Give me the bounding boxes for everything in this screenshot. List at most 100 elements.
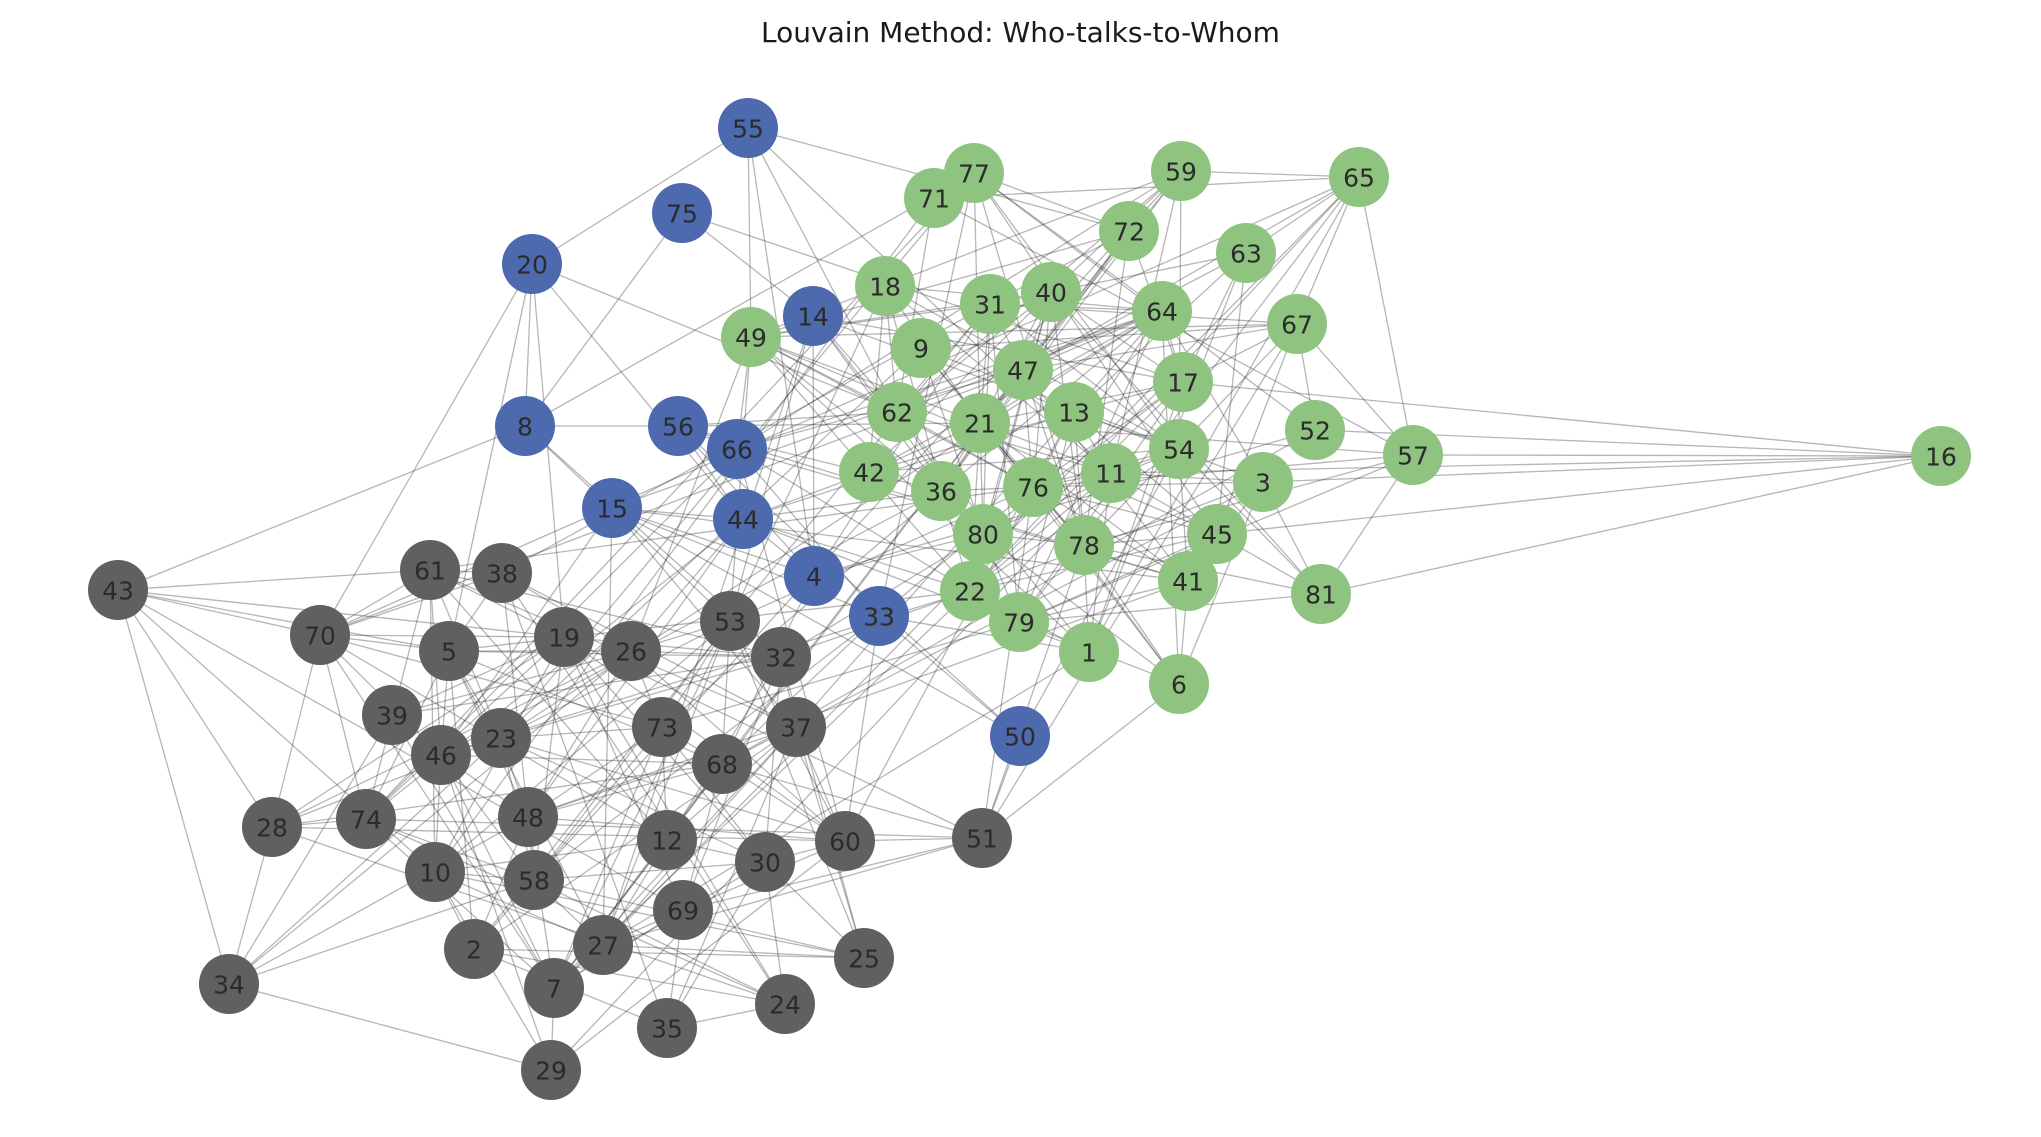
node-circle <box>1149 654 1209 714</box>
node-label: 53 <box>714 608 746 637</box>
node-circle <box>1911 426 1971 486</box>
edge <box>747 127 815 577</box>
node-label: 75 <box>666 200 698 229</box>
edge <box>500 737 846 842</box>
node-circle <box>652 183 712 243</box>
node-circle <box>504 850 564 910</box>
node-28: 28 <box>242 797 302 857</box>
node-40: 40 <box>1021 262 1081 322</box>
node-4: 4 <box>784 546 844 606</box>
node-circle <box>1151 141 1211 201</box>
node-12: 12 <box>637 810 697 870</box>
node-label: 73 <box>646 714 678 743</box>
edge <box>524 172 975 427</box>
node-label: 64 <box>1146 298 1178 327</box>
node-17: 17 <box>1153 352 1213 412</box>
node-43: 43 <box>88 560 148 620</box>
edge <box>550 840 846 1071</box>
edge <box>969 472 1112 592</box>
node-3: 3 <box>1233 452 1293 512</box>
node-80: 80 <box>953 504 1013 564</box>
node-circle <box>839 442 899 502</box>
edge <box>979 310 1163 424</box>
node-label: 3 <box>1255 469 1271 498</box>
node-circle <box>721 307 781 367</box>
edge <box>812 315 815 577</box>
node-circle <box>783 286 843 346</box>
edge <box>666 726 797 1029</box>
node-label: 48 <box>512 804 544 833</box>
edge <box>501 572 529 818</box>
node-label: 65 <box>1343 164 1375 193</box>
node-label: 17 <box>1167 369 1199 398</box>
edge <box>969 381 1184 592</box>
edge <box>1088 176 1360 653</box>
node-label: 24 <box>769 991 801 1020</box>
edge <box>920 323 1298 349</box>
edge <box>1216 252 1247 535</box>
edge <box>550 472 1112 1071</box>
node-circle <box>524 958 584 1018</box>
edge <box>742 490 942 520</box>
node-73: 73 <box>632 697 692 757</box>
node-label: 7 <box>546 975 562 1004</box>
edge <box>473 948 786 1005</box>
node-circle <box>891 318 951 378</box>
node-label: 14 <box>797 303 829 332</box>
edge <box>448 650 475 950</box>
edge <box>602 944 865 959</box>
edge <box>721 615 880 765</box>
edge <box>602 620 731 946</box>
edge <box>1032 486 1180 685</box>
node-label: 8 <box>517 413 533 442</box>
node-label: 69 <box>667 897 699 926</box>
node-label: 36 <box>925 478 957 507</box>
edge <box>440 754 555 989</box>
edge <box>729 336 752 622</box>
node-circle <box>1021 262 1081 322</box>
node-23: 23 <box>471 708 531 768</box>
node-circle <box>1383 425 1443 485</box>
edge <box>764 656 782 863</box>
edge <box>1178 448 1322 595</box>
node-label: 81 <box>1305 581 1337 610</box>
node-circle <box>867 382 927 442</box>
node-57: 57 <box>1383 425 1443 485</box>
node-26: 26 <box>601 621 661 681</box>
node-label: 45 <box>1201 521 1233 550</box>
node-16: 16 <box>1911 426 1971 486</box>
edge <box>920 347 984 535</box>
edge <box>729 315 814 622</box>
node-circle <box>989 592 1049 652</box>
edge <box>750 336 981 424</box>
edge <box>228 816 529 985</box>
edge <box>553 590 971 989</box>
node-label: 5 <box>441 638 457 667</box>
node-circle <box>1233 452 1293 512</box>
edge <box>429 569 668 841</box>
node-circle <box>815 811 875 871</box>
edge <box>1032 381 1184 488</box>
node-circle <box>573 915 633 975</box>
node-label: 40 <box>1035 279 1067 308</box>
node-50: 50 <box>990 706 1050 766</box>
node-circle <box>940 561 1000 621</box>
node-label: 61 <box>414 557 446 586</box>
node-label: 30 <box>749 849 781 878</box>
node-label: 1 <box>1081 639 1097 668</box>
edge <box>1032 486 1218 535</box>
edge <box>553 726 663 989</box>
node-68: 68 <box>692 734 752 794</box>
edge <box>1161 310 1264 483</box>
edge <box>1018 381 1184 623</box>
node-circle <box>1149 419 1209 479</box>
edge <box>501 572 668 1029</box>
node-25: 25 <box>834 928 894 988</box>
edge <box>533 620 731 881</box>
edge <box>563 636 782 658</box>
node-79: 79 <box>989 592 1049 652</box>
edge <box>747 127 752 338</box>
edge <box>1050 252 1247 293</box>
node-circle <box>755 974 815 1034</box>
